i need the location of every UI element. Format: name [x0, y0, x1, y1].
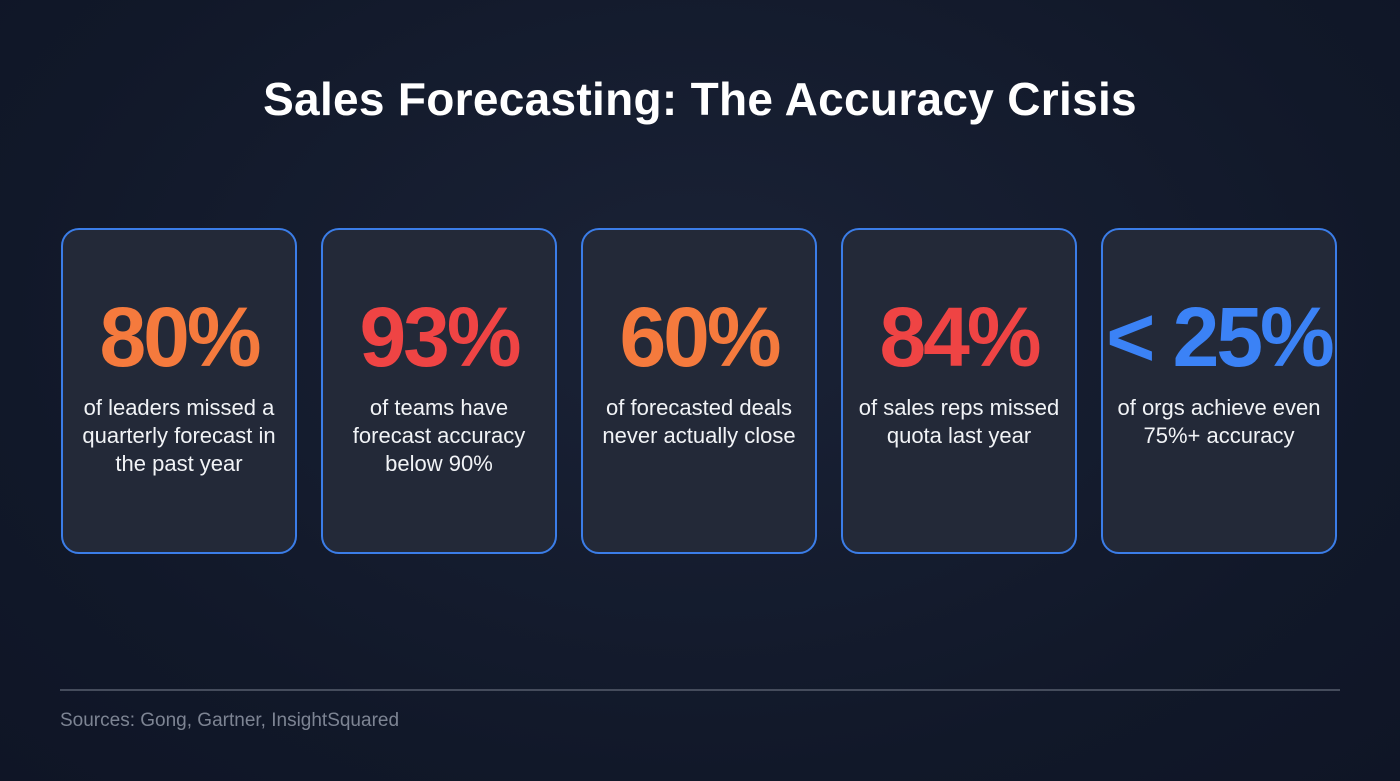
sources-text: Sources: Gong, Gartner, InsightSquared — [60, 710, 400, 731]
stat-cards: 80% of leaders missed a quarterly foreca… — [61, 228, 1337, 554]
stat-card: 93% of teams have forecast accuracy belo… — [321, 228, 557, 554]
stat-card: < 25% of orgs achieve even 75%+ accuracy — [1101, 228, 1337, 554]
stat-description: of sales reps missed quota last year — [858, 395, 1060, 448]
stat-value: 93% — [359, 290, 521, 384]
stat-description: of orgs achieve even 75%+ accuracy — [1117, 395, 1321, 448]
stat-description: of forecasted deals never actually close — [602, 395, 796, 448]
stat-card: 84% of sales reps missed quota last year — [841, 228, 1077, 554]
stat-description: of leaders missed a quarterly forecast i… — [82, 395, 276, 476]
stat-value: 80% — [99, 290, 261, 384]
stat-description: of teams have forecast accuracy below 90… — [352, 395, 526, 476]
footer-divider — [60, 689, 1340, 691]
stat-value: 84% — [879, 290, 1041, 384]
stat-value: < 25% — [1106, 290, 1335, 384]
stat-card: 80% of leaders missed a quarterly foreca… — [61, 228, 297, 554]
stat-value: 60% — [619, 290, 781, 384]
page-title: Sales Forecasting: The Accuracy Crisis — [263, 73, 1137, 125]
stat-card: 60% of forecasted deals never actually c… — [581, 228, 817, 554]
